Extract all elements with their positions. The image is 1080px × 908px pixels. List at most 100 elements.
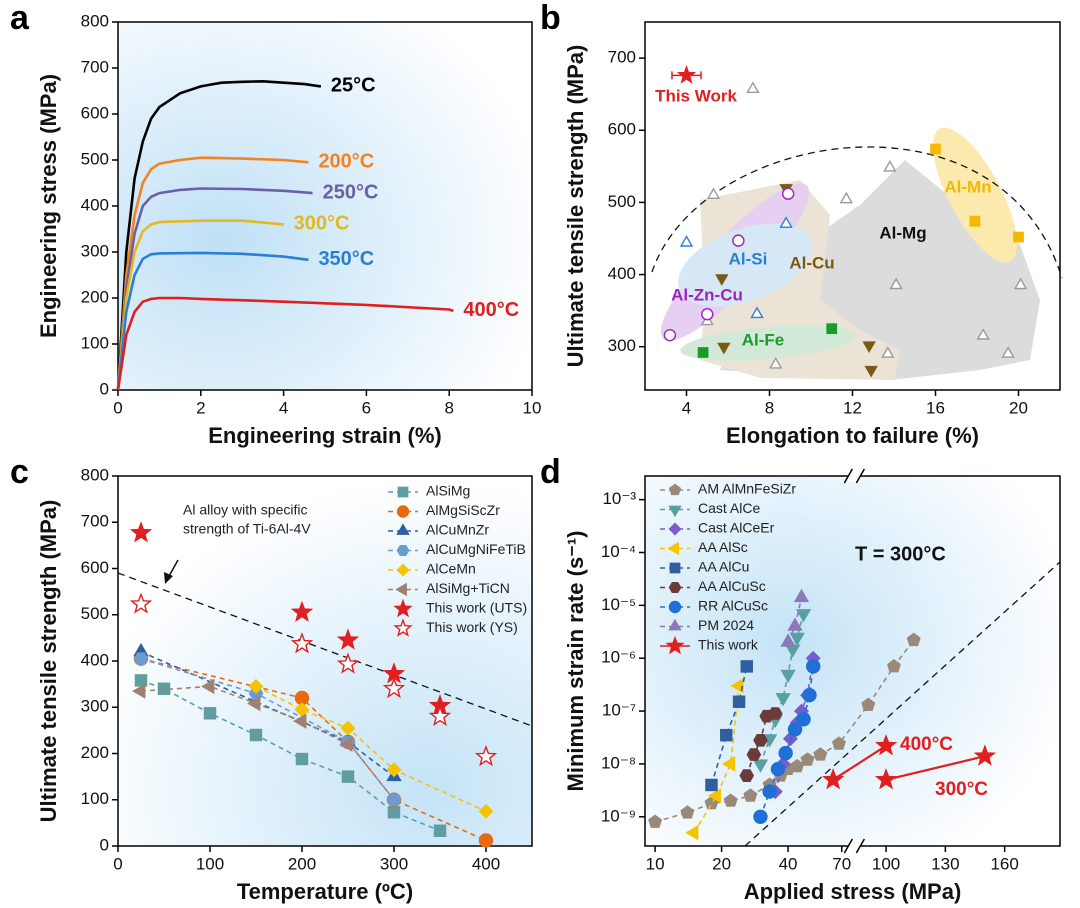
x-axis-label: Applied stress (MPa) — [744, 879, 962, 904]
axis-break — [848, 840, 861, 852]
marker — [1001, 346, 1015, 358]
marker — [720, 728, 733, 742]
marker — [787, 617, 803, 631]
legend-label: AlCuMnZr — [426, 522, 489, 538]
marker — [701, 308, 714, 321]
marker — [129, 592, 153, 614]
marker — [862, 341, 876, 353]
plot-background — [118, 476, 532, 846]
y-tick-label: 300 — [81, 697, 109, 716]
y-tick-label: 100 — [81, 789, 109, 808]
series-line — [787, 597, 803, 643]
marker — [969, 215, 981, 227]
marker — [679, 235, 694, 247]
marker — [668, 582, 682, 593]
regions — [660, 127, 1040, 380]
marker — [739, 769, 755, 782]
legend-label: Cast AlCe — [698, 500, 760, 516]
marker — [750, 306, 764, 319]
marker — [157, 682, 171, 695]
region-al-mn — [932, 127, 1018, 263]
x-tick-label: 8 — [444, 398, 453, 417]
marker — [883, 159, 897, 172]
panel-letter: b — [540, 0, 561, 37]
marker — [800, 752, 815, 766]
y-tick-label: 500 — [608, 192, 636, 211]
x-tick-label: 2 — [196, 398, 205, 417]
marker — [339, 736, 353, 752]
legend-label: This work (UTS) — [426, 600, 527, 616]
legend-label: AlSiMg — [426, 483, 470, 499]
y-tick-label: 700 — [608, 48, 636, 67]
marker — [395, 582, 407, 597]
marker — [753, 809, 768, 824]
marker — [790, 758, 805, 773]
marker — [668, 522, 682, 536]
marker — [396, 545, 410, 556]
legend-label: This work (YS) — [426, 619, 518, 635]
marker — [203, 707, 217, 720]
marker — [668, 600, 682, 614]
x-tick-label: 200 — [288, 854, 316, 873]
marker — [133, 652, 149, 665]
x-axis-label: Elongation to failure (%) — [726, 423, 979, 448]
break-mark — [843, 468, 854, 484]
marker — [746, 81, 760, 94]
marker — [393, 598, 413, 618]
legend-label: Cast AlCeEr — [698, 520, 775, 536]
series-label: 350°C — [318, 248, 374, 270]
marker — [705, 778, 718, 792]
marker — [831, 736, 846, 750]
region-label: Al-Fe — [742, 330, 785, 349]
legend-label: AlCuMgNiFeTiB — [426, 541, 526, 557]
reference-line — [117, 572, 533, 727]
legend-label: AlCeMn — [426, 561, 476, 577]
marker — [930, 143, 941, 155]
y-tick-label: 100 — [81, 333, 109, 352]
marker — [294, 702, 310, 718]
region-label: Al-Mn — [944, 177, 991, 196]
marker — [396, 505, 410, 518]
y-tick-label: 200 — [81, 743, 109, 762]
legend-label: AA AlCuSc — [698, 578, 766, 594]
marker — [248, 678, 264, 694]
x-tick-label: 12 — [843, 398, 862, 417]
x-tick-label: 100 — [196, 854, 224, 873]
y-tick-label: 600 — [81, 103, 109, 122]
annotation: 400°C — [900, 734, 953, 755]
marker — [881, 346, 895, 358]
series-line — [116, 251, 309, 391]
x-tick-label: 10 — [646, 854, 665, 873]
annotation: strength of Ti-6Al-4V — [183, 521, 311, 537]
marker — [795, 609, 812, 623]
series-label: 250°C — [323, 181, 379, 203]
y-tick-label: 600 — [608, 120, 636, 139]
marker — [906, 632, 921, 647]
marker — [889, 277, 903, 290]
marker — [680, 805, 695, 819]
legend-label: AlMgSiScZr — [426, 502, 500, 518]
y-tick-label: 200 — [81, 287, 109, 306]
y-tick-label: 10⁻⁷ — [602, 701, 636, 720]
x-tick-label: 400 — [472, 854, 500, 873]
axis-break — [848, 470, 861, 482]
marker — [780, 669, 796, 684]
marker — [874, 768, 898, 790]
region-label: This Work — [655, 86, 737, 105]
x-tick-label: 300 — [380, 854, 408, 873]
y-tick-label: 10⁻³ — [602, 489, 636, 508]
x-tick-label: 70 — [832, 854, 851, 873]
y-axis-label: Minimum strain rate (s⁻¹) — [563, 531, 588, 792]
series-line — [116, 156, 309, 391]
marker — [1013, 277, 1028, 290]
marker — [290, 600, 314, 622]
series-line — [116, 296, 454, 391]
y-tick-label: 800 — [81, 11, 109, 30]
break-mark — [855, 468, 866, 484]
y-tick-label: 700 — [81, 512, 109, 531]
marker — [397, 486, 409, 498]
y-tick-label: 10⁻⁴ — [601, 542, 636, 561]
x-tick-label: 20 — [712, 854, 731, 873]
marker — [668, 618, 682, 631]
x-tick-label: 40 — [779, 854, 798, 873]
